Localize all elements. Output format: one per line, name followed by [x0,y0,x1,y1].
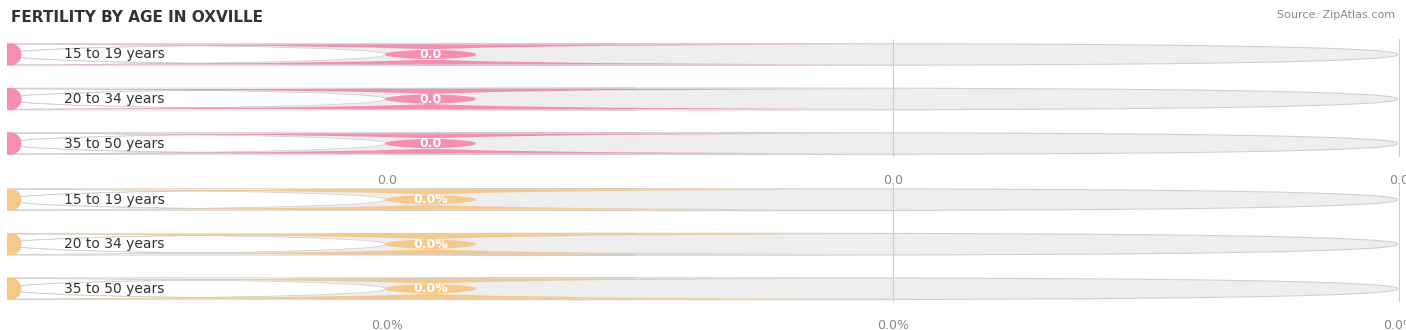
Text: Source: ZipAtlas.com: Source: ZipAtlas.com [1277,10,1395,20]
FancyBboxPatch shape [8,133,1398,154]
FancyBboxPatch shape [8,233,1398,255]
Ellipse shape [0,188,21,211]
FancyBboxPatch shape [8,88,1398,110]
Ellipse shape [0,43,21,66]
FancyBboxPatch shape [0,88,634,110]
FancyBboxPatch shape [0,279,942,299]
Text: 0.0%: 0.0% [1384,319,1406,330]
FancyBboxPatch shape [0,234,942,254]
FancyBboxPatch shape [0,134,942,153]
Text: 15 to 19 years: 15 to 19 years [65,193,165,207]
Text: 0.0: 0.0 [419,137,441,150]
FancyBboxPatch shape [0,45,942,64]
Text: 20 to 34 years: 20 to 34 years [65,92,165,106]
FancyBboxPatch shape [0,89,942,109]
Ellipse shape [0,132,21,155]
FancyBboxPatch shape [0,189,634,211]
Text: 0.0: 0.0 [419,48,441,61]
FancyBboxPatch shape [0,278,634,300]
Text: 0.0%: 0.0% [413,282,449,295]
Ellipse shape [0,88,21,110]
Text: 0.0%: 0.0% [413,238,449,251]
Text: 0.0: 0.0 [1389,174,1406,186]
Text: 35 to 50 years: 35 to 50 years [65,137,165,150]
Text: 0.0: 0.0 [419,92,441,106]
Text: 15 to 19 years: 15 to 19 years [65,48,165,61]
FancyBboxPatch shape [8,189,1398,211]
Ellipse shape [0,233,21,255]
Text: 20 to 34 years: 20 to 34 years [65,237,165,251]
FancyBboxPatch shape [8,44,1398,65]
Text: 35 to 50 years: 35 to 50 years [65,282,165,296]
Text: 0.0%: 0.0% [371,319,402,330]
FancyBboxPatch shape [0,233,634,255]
Text: 0.0: 0.0 [377,174,396,186]
FancyBboxPatch shape [0,190,942,210]
Text: 0.0: 0.0 [883,174,903,186]
Ellipse shape [0,278,21,300]
Text: 0.0%: 0.0% [877,319,908,330]
Text: FERTILITY BY AGE IN OXVILLE: FERTILITY BY AGE IN OXVILLE [11,10,263,25]
FancyBboxPatch shape [8,278,1398,300]
FancyBboxPatch shape [0,44,634,65]
FancyBboxPatch shape [0,133,634,154]
Text: 0.0%: 0.0% [413,193,449,206]
